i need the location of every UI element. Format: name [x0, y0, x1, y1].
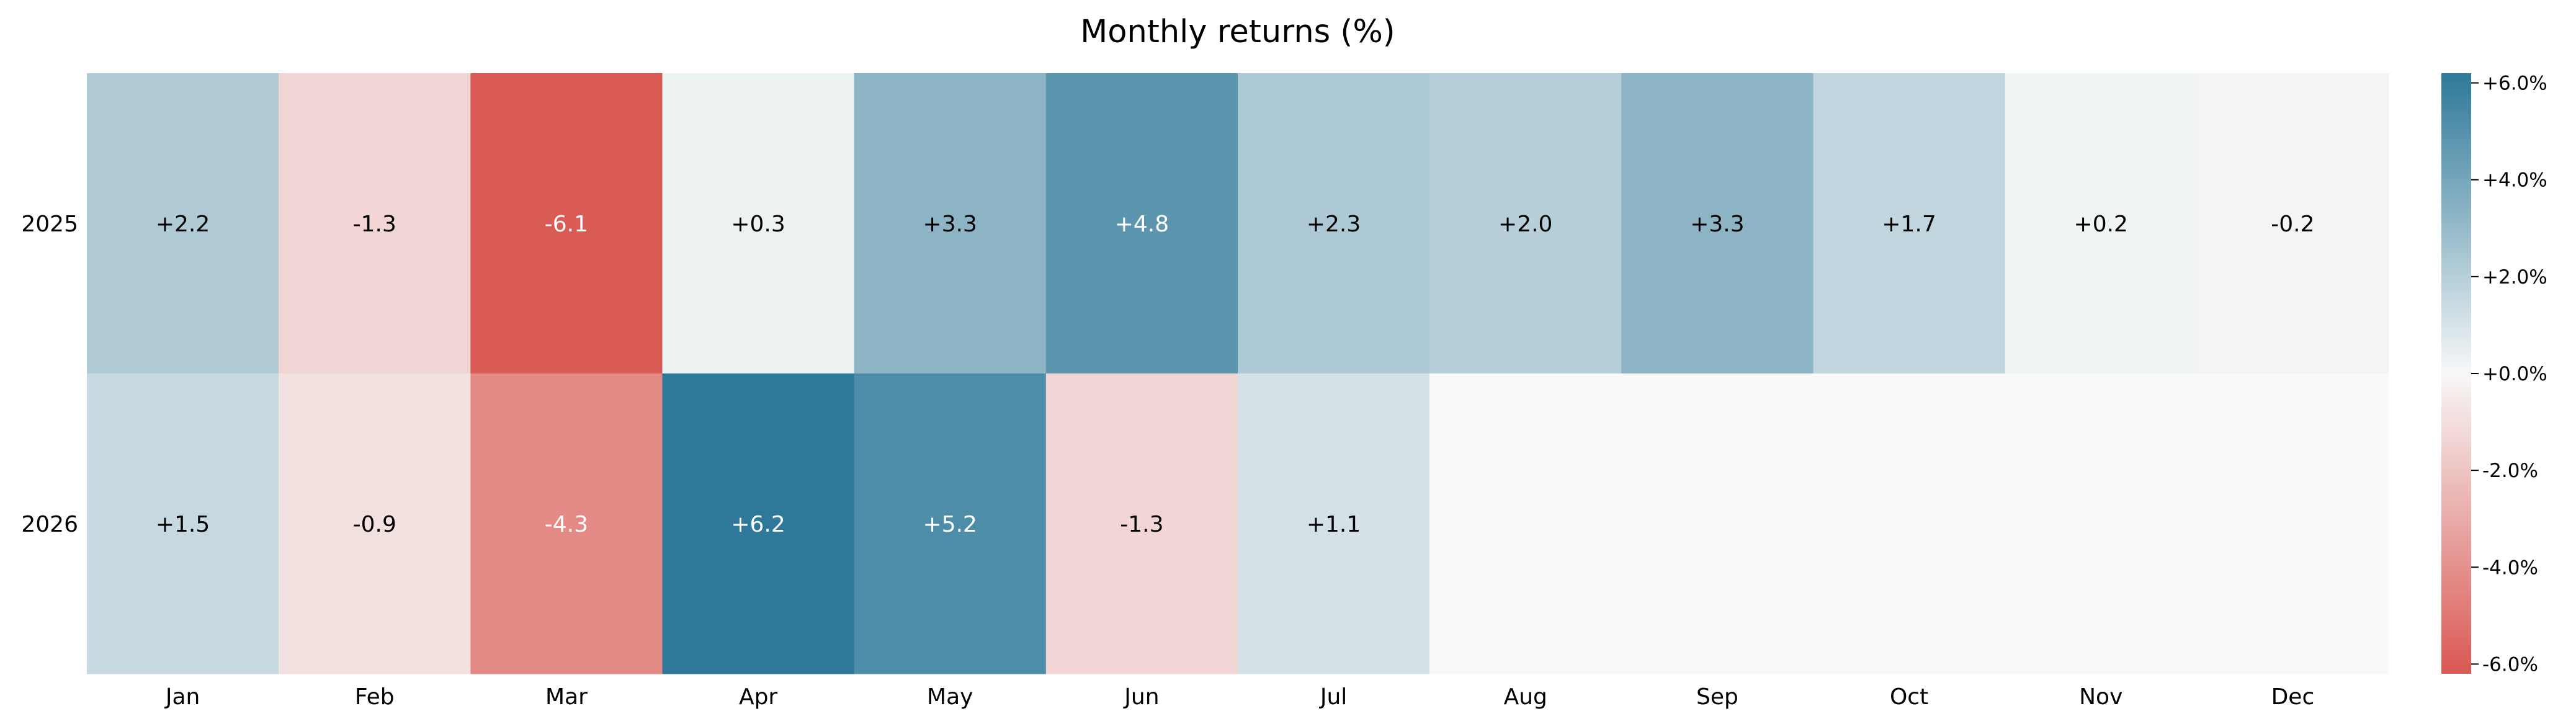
heatmap-cell [1429, 73, 1622, 374]
column-label: Nov [2079, 684, 2122, 710]
cell-value-label: +1.5 [156, 512, 210, 537]
heatmap-cell [854, 373, 1047, 674]
colorbar-tick-label: +2.0% [2482, 266, 2547, 288]
cell-value-label: -1.3 [353, 212, 396, 237]
cell-value-label: +1.7 [1882, 212, 1936, 237]
row-label: 2026 [21, 512, 78, 537]
column-label: Feb [355, 684, 395, 710]
column-label: May [927, 684, 973, 710]
heatmap-cell-labels: +2.2 -1.3 -6.1 +0.3 +3.3 +4.8 +2.3 +2.0 +3.3 +1.7… [156, 212, 2315, 537]
cell-value-label: +6.2 [731, 512, 785, 537]
heatmap-cell [87, 373, 279, 674]
colorbar-tick-label: -2.0% [2482, 460, 2538, 482]
heatmap-cell [279, 373, 471, 674]
column-axis: Jan Feb Mar Apr May Jun Jul Aug Sep Oct Nov Dec [164, 684, 2314, 710]
cell-value-label: -4.3 [545, 512, 588, 537]
heatmap-cell [1813, 373, 2006, 674]
heatmap-cell [2196, 373, 2389, 674]
heatmap-cell [2005, 73, 2198, 374]
cell-value-label: +2.2 [156, 212, 210, 237]
colorbar: +6.0% +4.0% +2.0% +0.0% -2.0% -4.0% -6.0% [2441, 73, 2547, 676]
column-label: Sep [1696, 684, 1738, 710]
heatmap-cell [1621, 373, 1814, 674]
cell-value-label: -0.2 [2271, 212, 2314, 237]
heatmap-cell [854, 73, 1047, 374]
heatmap-cell [2196, 73, 2389, 374]
colorbar-tick-label: -4.0% [2482, 556, 2538, 579]
column-label: Jun [1123, 684, 1159, 710]
cell-value-label: +1.1 [1307, 512, 1361, 537]
colorbar-tick-label: +4.0% [2482, 169, 2547, 192]
heatmap-cell [470, 73, 663, 374]
cell-value-label: -0.9 [353, 512, 396, 537]
cell-value-label: -1.3 [1120, 512, 1163, 537]
heatmap-cell [1621, 73, 1814, 374]
column-label: Jan [164, 684, 200, 710]
heatmap-cell [1813, 73, 2006, 374]
cell-value-label: +5.2 [923, 512, 977, 537]
cell-value-label: +3.3 [1690, 212, 1744, 237]
colorbar-tick-label: -6.0% [2482, 653, 2538, 676]
column-label: Apr [739, 684, 777, 710]
column-label: Mar [545, 684, 588, 710]
cell-value-label: +4.8 [1115, 212, 1169, 237]
heatmap-cell [1429, 373, 1622, 674]
cell-value-label: +0.3 [731, 212, 785, 237]
colorbar-tick-label: +6.0% [2482, 73, 2547, 95]
heatmap-cell [662, 373, 855, 674]
heatmap-cell [279, 73, 471, 374]
heatmap-cell [87, 73, 279, 374]
column-label: Dec [2271, 684, 2315, 710]
cell-value-label: +2.3 [1307, 212, 1361, 237]
cell-value-label: +3.3 [923, 212, 977, 237]
cell-value-label: +2.0 [1498, 212, 1552, 237]
heatmap-cell [662, 73, 855, 374]
column-label: Jul [1319, 684, 1347, 710]
heatmap-cell [1238, 373, 1430, 674]
heatmap-cell [470, 373, 663, 674]
column-label: Aug [1504, 684, 1547, 710]
cell-value-label: -6.1 [545, 212, 588, 237]
row-label: 2025 [21, 212, 78, 237]
heatmap-cells [87, 73, 2389, 674]
cell-value-label: +0.2 [2074, 212, 2128, 237]
chart-title: Monthly returns (%) [1080, 14, 1395, 50]
heatmap-cell [2005, 373, 2198, 674]
heatmap-cell [1238, 73, 1430, 374]
colorbar-gradient [2441, 73, 2471, 674]
heatmap-cell [1045, 373, 1238, 674]
column-label: Oct [1890, 684, 1928, 710]
colorbar-tick-label: +0.0% [2482, 363, 2547, 385]
heatmap-cell [1045, 73, 1238, 374]
row-axis: 2025 2026 [21, 212, 78, 537]
